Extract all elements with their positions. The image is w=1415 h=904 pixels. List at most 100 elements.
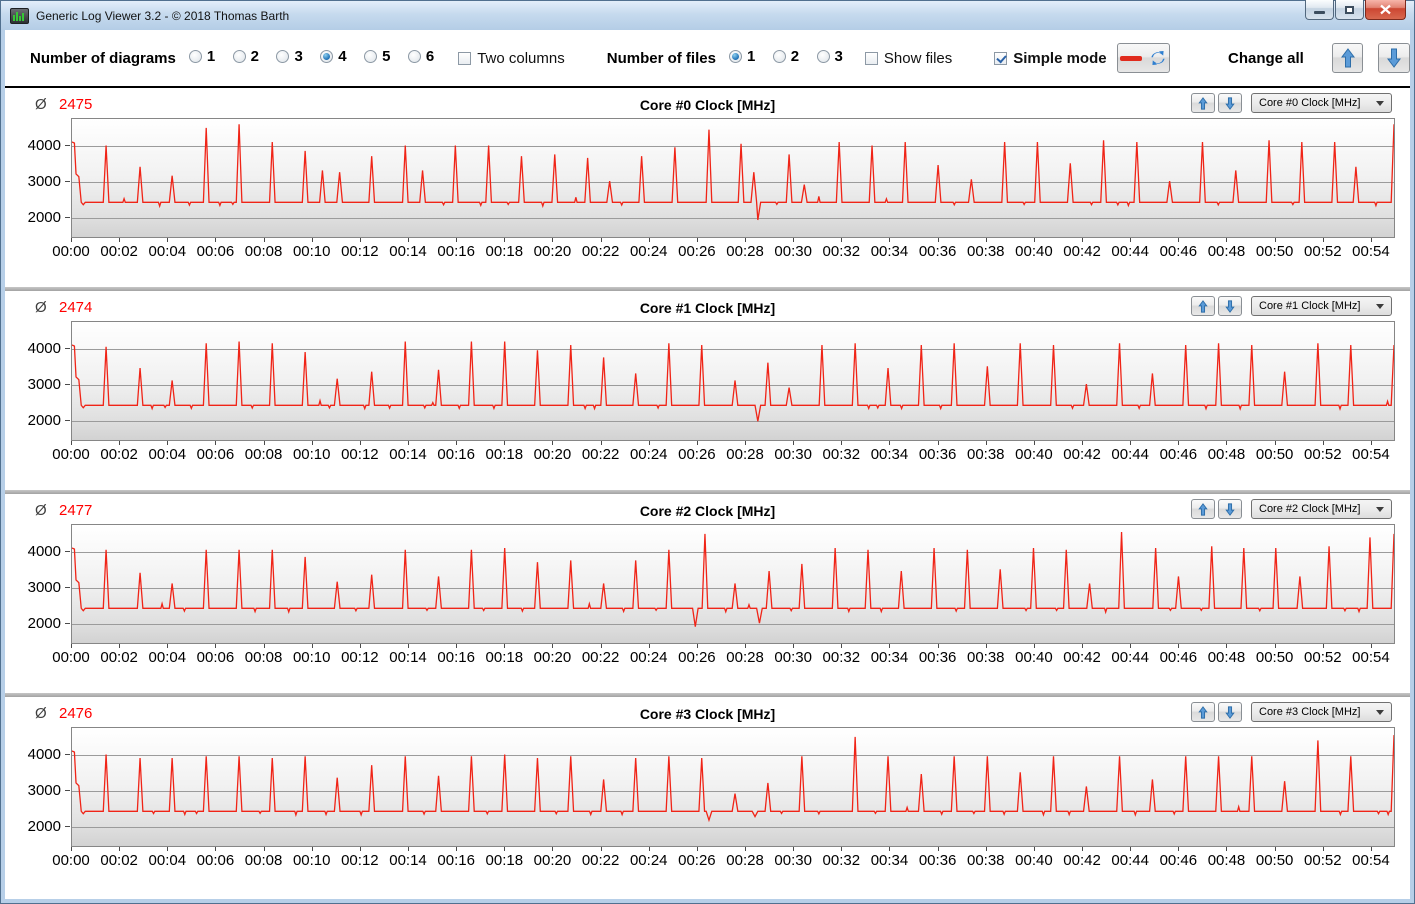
x-tick-label: 00:10 <box>292 243 331 260</box>
diagrams-radio-4[interactable]: 4 <box>320 48 347 65</box>
x-tick <box>504 238 506 242</box>
x-tick-label: 00:20 <box>533 243 572 260</box>
diagrams-radio-5[interactable]: 5 <box>364 48 390 65</box>
x-tick <box>167 644 169 648</box>
signal-select-dropdown[interactable]: Core #0 Clock [MHz] <box>1251 93 1392 113</box>
gridline <box>72 827 1394 829</box>
x-tick <box>1322 238 1324 242</box>
diagrams-radio-1[interactable]: 1 <box>188 48 215 65</box>
titlebar[interactable]: Generic Log Viewer 3.2 - © 2018 Thomas B… <box>1 1 1414 30</box>
x-tick-label: 00:40 <box>1015 243 1053 260</box>
x-tick-label: 00:22 <box>581 649 620 666</box>
toolbar: Number of diagrams 1 2 3 4 5 6 Two colum… <box>5 30 1410 86</box>
x-tick <box>167 847 169 851</box>
x-tick-label: 00:06 <box>196 649 235 666</box>
x-tick <box>889 441 891 445</box>
x-tick <box>648 644 650 648</box>
close-button[interactable] <box>1365 0 1406 20</box>
x-tick-label: 00:52 <box>1304 243 1342 260</box>
y-tick-label: 4000 <box>27 137 61 155</box>
up-arrow-icon <box>1198 96 1208 110</box>
move-down-button[interactable] <box>1218 93 1242 113</box>
x-tick <box>1178 238 1180 242</box>
move-down-button[interactable] <box>1218 499 1242 519</box>
x-tick <box>1274 847 1276 851</box>
x-tick-label: 00:32 <box>822 243 861 260</box>
x-tick-label: 00:28 <box>726 243 764 260</box>
x-tick <box>552 238 554 242</box>
x-tick-label: 00:06 <box>196 243 235 260</box>
y-tick-label: 2000 <box>27 412 61 430</box>
x-tick <box>167 441 169 445</box>
simple-mode-checkbox[interactable]: Simple mode <box>994 50 1107 67</box>
diagrams-radio-3[interactable]: 3 <box>276 48 303 65</box>
x-tick <box>408 644 410 648</box>
move-up-button[interactable] <box>1191 93 1215 113</box>
x-tick <box>1226 644 1228 648</box>
y-tick <box>65 587 70 589</box>
radio-icon <box>232 50 246 63</box>
x-tick-label: 00:12 <box>341 446 379 463</box>
x-tick-label: 00:20 <box>533 852 572 869</box>
x-tick-label: 00:04 <box>148 852 187 869</box>
line-style-refresh-button[interactable] <box>1116 43 1170 73</box>
x-tick <box>1130 238 1132 242</box>
two-columns-checkbox[interactable]: Two columns <box>458 50 565 67</box>
x-tick-label: 00:22 <box>581 852 620 869</box>
up-arrow-icon <box>1198 299 1208 313</box>
down-arrow-icon <box>1225 96 1235 110</box>
x-tick-label: 00:50 <box>1255 852 1294 869</box>
x-tick-label: 00:28 <box>726 852 764 869</box>
x-tick <box>263 847 265 851</box>
diagrams-radio-2[interactable]: 2 <box>232 48 259 65</box>
x-tick <box>985 644 987 648</box>
move-up-button[interactable] <box>1191 499 1215 519</box>
x-tick-label: 00:36 <box>918 243 957 260</box>
x-tick-label: 00:46 <box>1159 243 1198 260</box>
restore-button[interactable] <box>1335 0 1364 20</box>
x-tick <box>1370 441 1372 445</box>
x-tick <box>1082 644 1084 648</box>
signal-select-dropdown[interactable]: Core #3 Clock [MHz] <box>1251 702 1392 722</box>
down-arrow-icon <box>1387 48 1402 68</box>
panel-separator <box>5 693 1410 697</box>
files-radio-1[interactable]: 1 <box>728 48 755 65</box>
signal-select-dropdown[interactable]: Core #2 Clock [MHz] <box>1251 499 1392 519</box>
signal-select-dropdown[interactable]: Core #1 Clock [MHz] <box>1251 296 1392 316</box>
x-tick <box>600 644 602 648</box>
x-tick <box>793 441 795 445</box>
refresh-icon <box>1151 51 1165 65</box>
minimize-button[interactable] <box>1305 0 1334 20</box>
files-radio-2[interactable]: 2 <box>772 48 799 65</box>
plot-area <box>71 321 1395 441</box>
x-tick <box>1370 238 1372 242</box>
move-up-button[interactable] <box>1191 702 1215 722</box>
y-tick <box>65 623 70 625</box>
x-tick-label: 00:00 <box>52 852 90 869</box>
average-value: 2477 <box>59 502 93 519</box>
x-tick <box>793 644 795 648</box>
change-all-up-button[interactable] <box>1331 43 1364 73</box>
x-tick-label: 00:30 <box>774 243 812 260</box>
move-down-button[interactable] <box>1218 702 1242 722</box>
show-files-checkbox[interactable]: Show files <box>864 50 952 67</box>
move-down-button[interactable] <box>1218 296 1242 316</box>
x-tick-label: 00:02 <box>100 852 138 869</box>
change-all-down-button[interactable] <box>1378 43 1410 73</box>
down-arrow-icon <box>1225 705 1235 719</box>
x-tick <box>504 644 506 648</box>
x-tick-label: 00:18 <box>485 649 524 666</box>
x-tick-label: 00:28 <box>726 649 764 666</box>
plot-area <box>71 118 1395 238</box>
move-up-button[interactable] <box>1191 296 1215 316</box>
x-tick-label: 00:24 <box>629 243 668 260</box>
files-radio-3[interactable]: 3 <box>816 48 843 65</box>
chart-line <box>72 735 1394 820</box>
x-tick <box>1033 238 1035 242</box>
x-tick <box>889 238 891 242</box>
x-tick <box>71 847 72 851</box>
x-tick-label: 00:16 <box>437 446 475 463</box>
diagrams-radio-6[interactable]: 6 <box>407 48 434 65</box>
gridline <box>72 146 1394 148</box>
x-tick-label: 00:48 <box>1207 446 1246 463</box>
